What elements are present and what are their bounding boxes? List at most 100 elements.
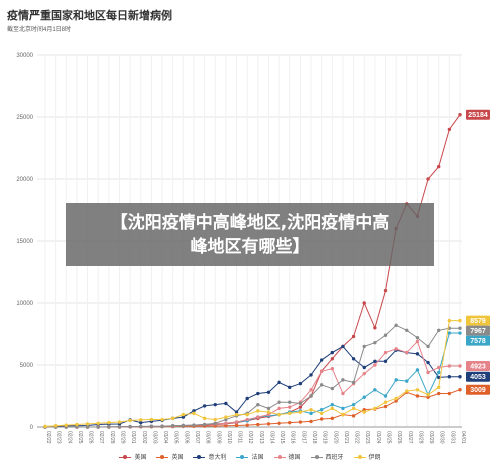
data-point [447, 127, 452, 132]
data-point [437, 375, 441, 380]
data-point [319, 358, 324, 362]
data-point [192, 423, 196, 427]
x-tick-label: 02/27 [98, 431, 104, 444]
data-point [351, 402, 356, 407]
legend-label: 伊朗 [368, 455, 381, 461]
data-point [213, 402, 217, 407]
x-tick-label: 03/27 [407, 431, 413, 444]
data-point [277, 400, 281, 404]
y-tick-label: 15000 [16, 239, 33, 245]
legend-label: 西班牙 [325, 455, 344, 461]
x-tick-label: 03/26 [396, 431, 402, 444]
data-point [266, 412, 271, 417]
data-point [373, 406, 377, 411]
legend-marker [310, 454, 323, 460]
x-tick-label: 03/11 [237, 431, 243, 443]
data-point [181, 423, 186, 428]
data-point [202, 404, 207, 408]
end-label: 4053 [470, 374, 486, 381]
x-tick-label: 03/21 [343, 431, 349, 444]
data-point [373, 363, 377, 367]
data-point [298, 401, 303, 406]
data-point [85, 422, 90, 426]
data-point [319, 417, 324, 421]
data-point [224, 424, 228, 428]
data-point [351, 357, 356, 361]
legend-marker [119, 454, 132, 460]
data-point [75, 425, 79, 429]
data-point [256, 409, 260, 413]
data-point [426, 177, 430, 181]
x-tick-label: 03/25 [386, 431, 392, 444]
data-point [170, 416, 175, 421]
data-point [149, 424, 154, 429]
data-point [192, 411, 196, 416]
legend-item: 意大利 [193, 452, 226, 461]
x-tick-label: 03/31 [449, 431, 455, 444]
data-point [234, 410, 239, 414]
x-tick-label: 03/10 [226, 431, 232, 444]
data-point [415, 336, 420, 340]
data-point [351, 334, 356, 339]
data-point [160, 424, 164, 428]
x-tick-label: 03/01 [130, 431, 136, 444]
x-tick-label: 03/28 [417, 431, 423, 444]
data-point [426, 395, 430, 399]
x-tick-label: 03/29 [428, 431, 434, 444]
legend-marker [273, 454, 286, 460]
data-point [75, 422, 79, 427]
legend-label: 德国 [288, 455, 301, 461]
x-tick-label: 02/25 [77, 431, 83, 444]
data-point [234, 420, 239, 424]
x-tick-label: 04/01 [460, 431, 466, 444]
legend-marker [236, 454, 249, 460]
data-point [394, 323, 398, 328]
data-point [64, 423, 68, 427]
x-tick-label: 03/20 [332, 431, 338, 444]
data-point [96, 425, 100, 429]
y-tick-label: 10000 [16, 301, 33, 307]
data-point [309, 411, 313, 416]
data-point [202, 422, 207, 427]
x-tick-label: 03/07 [194, 431, 200, 444]
data-point [213, 417, 217, 422]
data-point [85, 425, 90, 429]
series-line-意大利 [44, 345, 460, 428]
end-label: 7967 [470, 328, 486, 335]
legend-label: 美国 [134, 455, 147, 461]
data-point [298, 405, 303, 409]
data-point [362, 395, 366, 399]
legend-item: 德国 [273, 452, 301, 461]
data-point [383, 288, 388, 293]
x-tick-label: 02/24 [66, 431, 72, 444]
data-point [266, 390, 271, 394]
data-point [213, 421, 217, 425]
data-point [43, 424, 47, 429]
legend-marker [156, 454, 169, 460]
data-point [234, 412, 239, 417]
data-point [437, 391, 441, 396]
data-point [437, 370, 441, 375]
x-tick-label: 03/05 [173, 431, 179, 444]
data-point [117, 420, 122, 424]
data-point [298, 410, 303, 414]
data-point [128, 424, 132, 429]
data-point [234, 423, 239, 428]
data-point [341, 412, 345, 417]
data-point [245, 417, 249, 422]
x-tick-label: 03/18 [311, 431, 317, 444]
data-point [330, 386, 335, 391]
data-point [160, 417, 164, 422]
data-point [341, 378, 345, 382]
data-point [405, 350, 409, 355]
data-point [277, 412, 281, 417]
end-label: 7578 [470, 338, 486, 345]
data-point [224, 401, 228, 406]
data-point [437, 164, 441, 169]
x-tick-label: 03/04 [162, 431, 168, 444]
data-point [192, 409, 196, 413]
data-point [288, 385, 292, 390]
end-label-box [466, 335, 490, 346]
